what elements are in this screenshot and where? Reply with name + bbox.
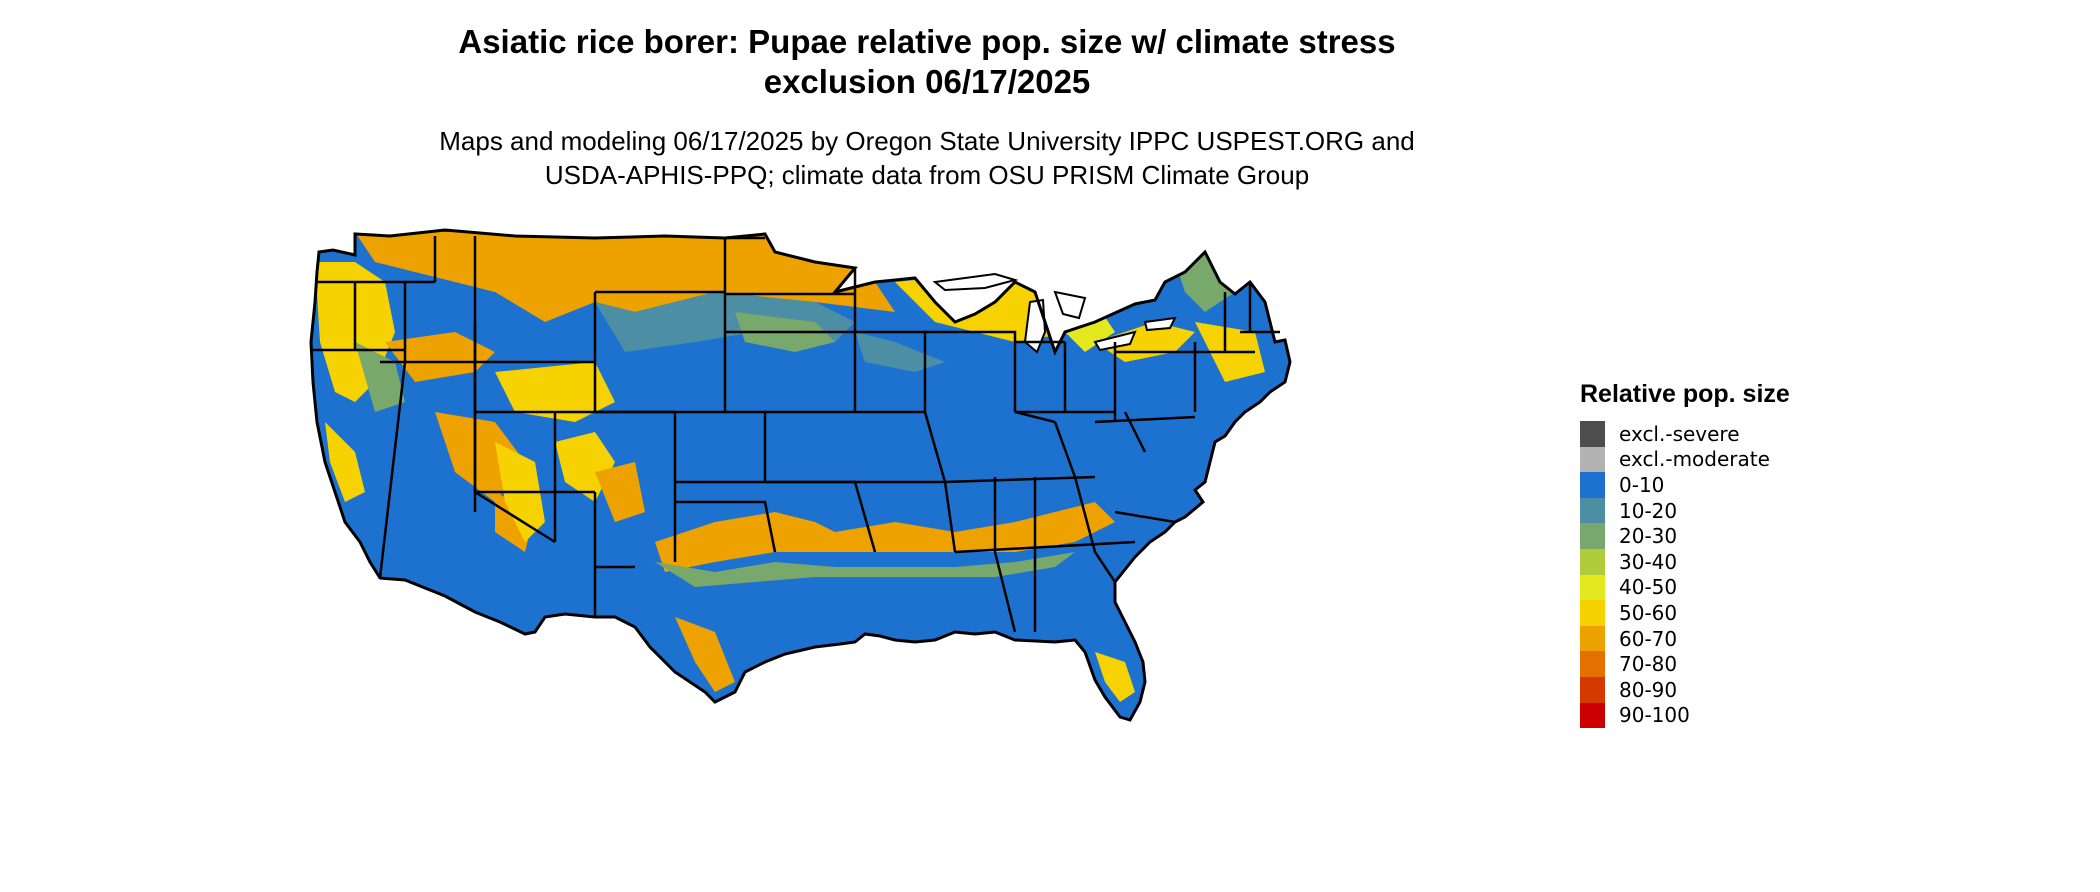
legend-item-60-70: 60-70 — [1580, 625, 1790, 652]
subtitle-line-2: USDA-APHIS-PPQ; climate data from OSU PR… — [544, 160, 1310, 190]
legend-swatch — [1580, 651, 1605, 677]
legend-item-90-100: 90-100 — [1580, 702, 1790, 729]
legend-label: 0-10 — [1619, 472, 1665, 497]
legend-swatch — [1580, 676, 1605, 703]
subtitle-line-1: Maps and modeling 06/17/2025 by Oregon S… — [439, 126, 1415, 156]
legend-item-excl-severe: excl.-severe — [1580, 421, 1790, 447]
legend-label: 50-60 — [1619, 600, 1678, 625]
legend-item-80-90: 80-90 — [1580, 676, 1790, 703]
legend-swatch — [1580, 523, 1605, 549]
map-subtitle: Maps and modeling 06/17/2025 by Oregon S… — [312, 124, 1542, 192]
legend-label: 20-30 — [1619, 524, 1678, 549]
legend: Relative pop. size excl.-severe excl.-mo… — [1580, 380, 1790, 729]
legend-item-excl-moderate: excl.-moderate — [1580, 446, 1790, 473]
legend-item-20-30: 20-30 — [1580, 523, 1790, 549]
legend-label: excl.-moderate — [1619, 447, 1770, 472]
legend-swatch — [1580, 497, 1605, 524]
legend-swatch — [1580, 600, 1605, 626]
legend-label: 70-80 — [1619, 652, 1678, 677]
suitability-raster — [311, 230, 1290, 720]
legend-label: 40-50 — [1619, 575, 1678, 600]
legend-swatch — [1580, 574, 1605, 601]
title-line-2: exclusion 06/17/2025 — [763, 63, 1091, 100]
legend-item-10-20: 10-20 — [1580, 497, 1790, 524]
conus-map — [309, 228, 1292, 722]
legend-label: 30-40 — [1619, 549, 1678, 574]
legend-label: 80-90 — [1619, 677, 1678, 702]
legend-items: excl.-severe excl.-moderate 0-10 10-20 2… — [1580, 421, 1790, 729]
legend-label: excl.-severe — [1619, 421, 1740, 446]
legend-swatch — [1580, 472, 1605, 498]
legend-title: Relative pop. size — [1580, 380, 1790, 408]
legend-item-30-40: 30-40 — [1580, 548, 1790, 575]
state-boundaries — [313, 236, 1280, 633]
legend-item-70-80: 70-80 — [1580, 651, 1790, 677]
map-title: Asiatic rice borer: Pupae relative pop. … — [312, 22, 1542, 102]
legend-label: 60-70 — [1619, 626, 1678, 651]
legend-label: 90-100 — [1619, 703, 1690, 728]
legend-item-40-50: 40-50 — [1580, 574, 1790, 601]
legend-item-50-60: 50-60 — [1580, 600, 1790, 626]
legend-swatch — [1580, 548, 1605, 575]
legend-swatch — [1580, 625, 1605, 652]
legend-swatch — [1580, 702, 1605, 729]
legend-swatch — [1580, 421, 1605, 447]
legend-item-0-10: 0-10 — [1580, 472, 1790, 498]
title-line-1: Asiatic rice borer: Pupae relative pop. … — [458, 23, 1396, 60]
legend-swatch — [1580, 446, 1605, 473]
legend-label: 10-20 — [1619, 498, 1678, 523]
